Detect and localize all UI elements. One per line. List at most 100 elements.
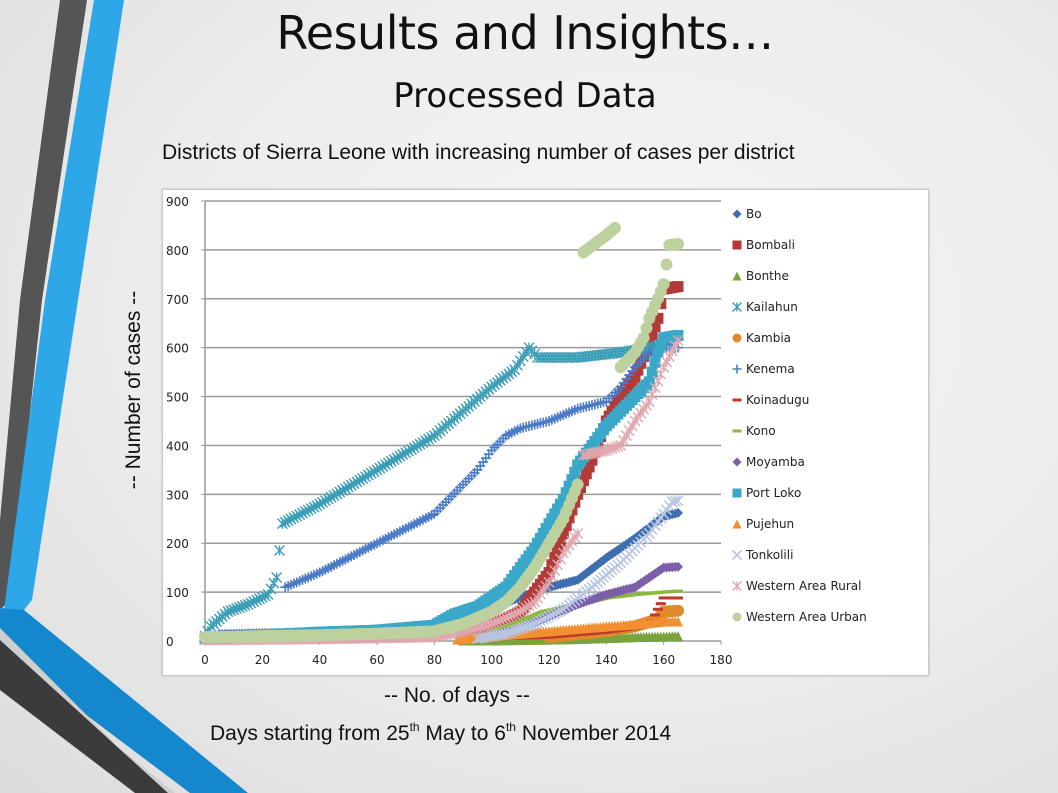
x-tick-label-40: 40 [312,653,327,667]
data-point [673,561,683,572]
marker-shape [572,527,584,539]
marker-shape [732,364,742,374]
legend-item-port-loko: Port Loko [732,486,801,500]
marker-shape [732,457,742,467]
data-point [554,535,566,547]
legend-label-kono: Kono [746,424,776,438]
marker-shape [649,356,661,368]
data-point [673,596,683,600]
marker-shape [732,398,742,402]
marker-shape [732,271,742,281]
legend-marker-kambia [732,333,742,343]
marker-shape [546,559,558,571]
data-point [669,495,681,507]
y-tick-label-700: 700 [166,293,189,307]
data-point [580,468,592,480]
legend-label-moyamba: Moyamba [746,455,805,469]
data-point [549,551,561,563]
grey-stripe-top [0,0,87,610]
x-axis-note: -- No. of days -- [384,684,530,707]
data-point [632,364,644,376]
marker-shape [673,596,683,600]
marker-shape [632,364,644,376]
legend-marker-western-area-rural [732,581,742,591]
data-point [537,613,549,626]
data-point [640,322,653,335]
marker-shape [652,347,664,359]
data-point [529,618,541,630]
data-point [557,527,569,539]
x-tick-label-0: 0 [201,653,209,667]
data-point [655,602,666,606]
x-tick-label-20: 20 [255,653,270,667]
data-point [543,610,555,623]
marker-shape [640,322,653,335]
blue-stripe-top [4,0,124,610]
marker-shape [669,495,681,507]
series-kailahun [199,337,678,642]
data-point [672,495,684,507]
data-point [673,631,683,642]
series-kenema [280,342,683,593]
data-point [646,366,658,378]
date-note-part2: May to 6 [419,722,506,745]
marker-shape [649,320,661,332]
data-point [546,609,558,621]
marker-shape [526,619,538,631]
marker-shape [531,616,544,628]
legend-label-bo: Bo [746,207,762,221]
legend-marker-port-loko [732,488,742,498]
legend-item-bombali: Bombali [732,238,795,252]
marker-shape [673,616,683,627]
marker-shape [660,258,673,271]
marker-shape [673,631,683,642]
marker-shape [578,570,589,581]
marker-shape [598,555,609,566]
marker-shape [563,480,575,492]
legend-marker-bonthe [732,271,742,281]
legend-label-port-loko: Port Loko [746,486,801,500]
data-point [578,570,589,581]
x-tick-label-140: 140 [595,653,618,667]
data-point [557,493,569,505]
marker-shape [672,334,684,346]
marker-shape [632,531,643,542]
legend-marker-pujehun [732,519,742,529]
marker-shape [672,238,684,251]
marker-shape [672,281,684,293]
data-point [271,571,283,583]
data-point [589,561,600,572]
legend-label-western-area-urban: Western Area Urban [746,610,867,624]
data-point [673,507,683,518]
legend-marker-bo [732,209,742,219]
x-tick-label-100: 100 [480,653,503,667]
marker-shape [732,488,742,498]
marker-shape [673,589,683,593]
marker-shape [560,487,572,499]
data-point [552,606,564,618]
marker-shape [652,607,663,611]
legend-marker-koinadugu [732,398,742,402]
y-tick-label-500: 500 [166,391,189,405]
series-western-area-urban [199,221,684,644]
legend-item-bonthe: Bonthe [732,269,789,283]
marker-shape [552,543,564,555]
marker-shape [732,209,742,219]
y-tick-label-200: 200 [166,537,189,551]
data-point [652,312,664,324]
legend-label-western-area-rural: Western Area Rural [746,579,861,593]
data-point [646,329,658,341]
y-tick-label-300: 300 [166,488,189,502]
marker-shape [672,495,684,507]
legend-label-tonkolili: Tonkolili [745,548,793,562]
marker-shape [655,339,667,351]
data-point [526,619,538,631]
marker-shape [554,535,566,547]
x-tick-label-120: 120 [538,653,561,667]
date-note-part1: Days starting from 25 [210,722,410,745]
date-note-part3: November 2014 [515,722,672,745]
dark-stripe-bottom [0,640,168,793]
marker-shape [552,606,564,618]
marker-shape [646,329,658,341]
